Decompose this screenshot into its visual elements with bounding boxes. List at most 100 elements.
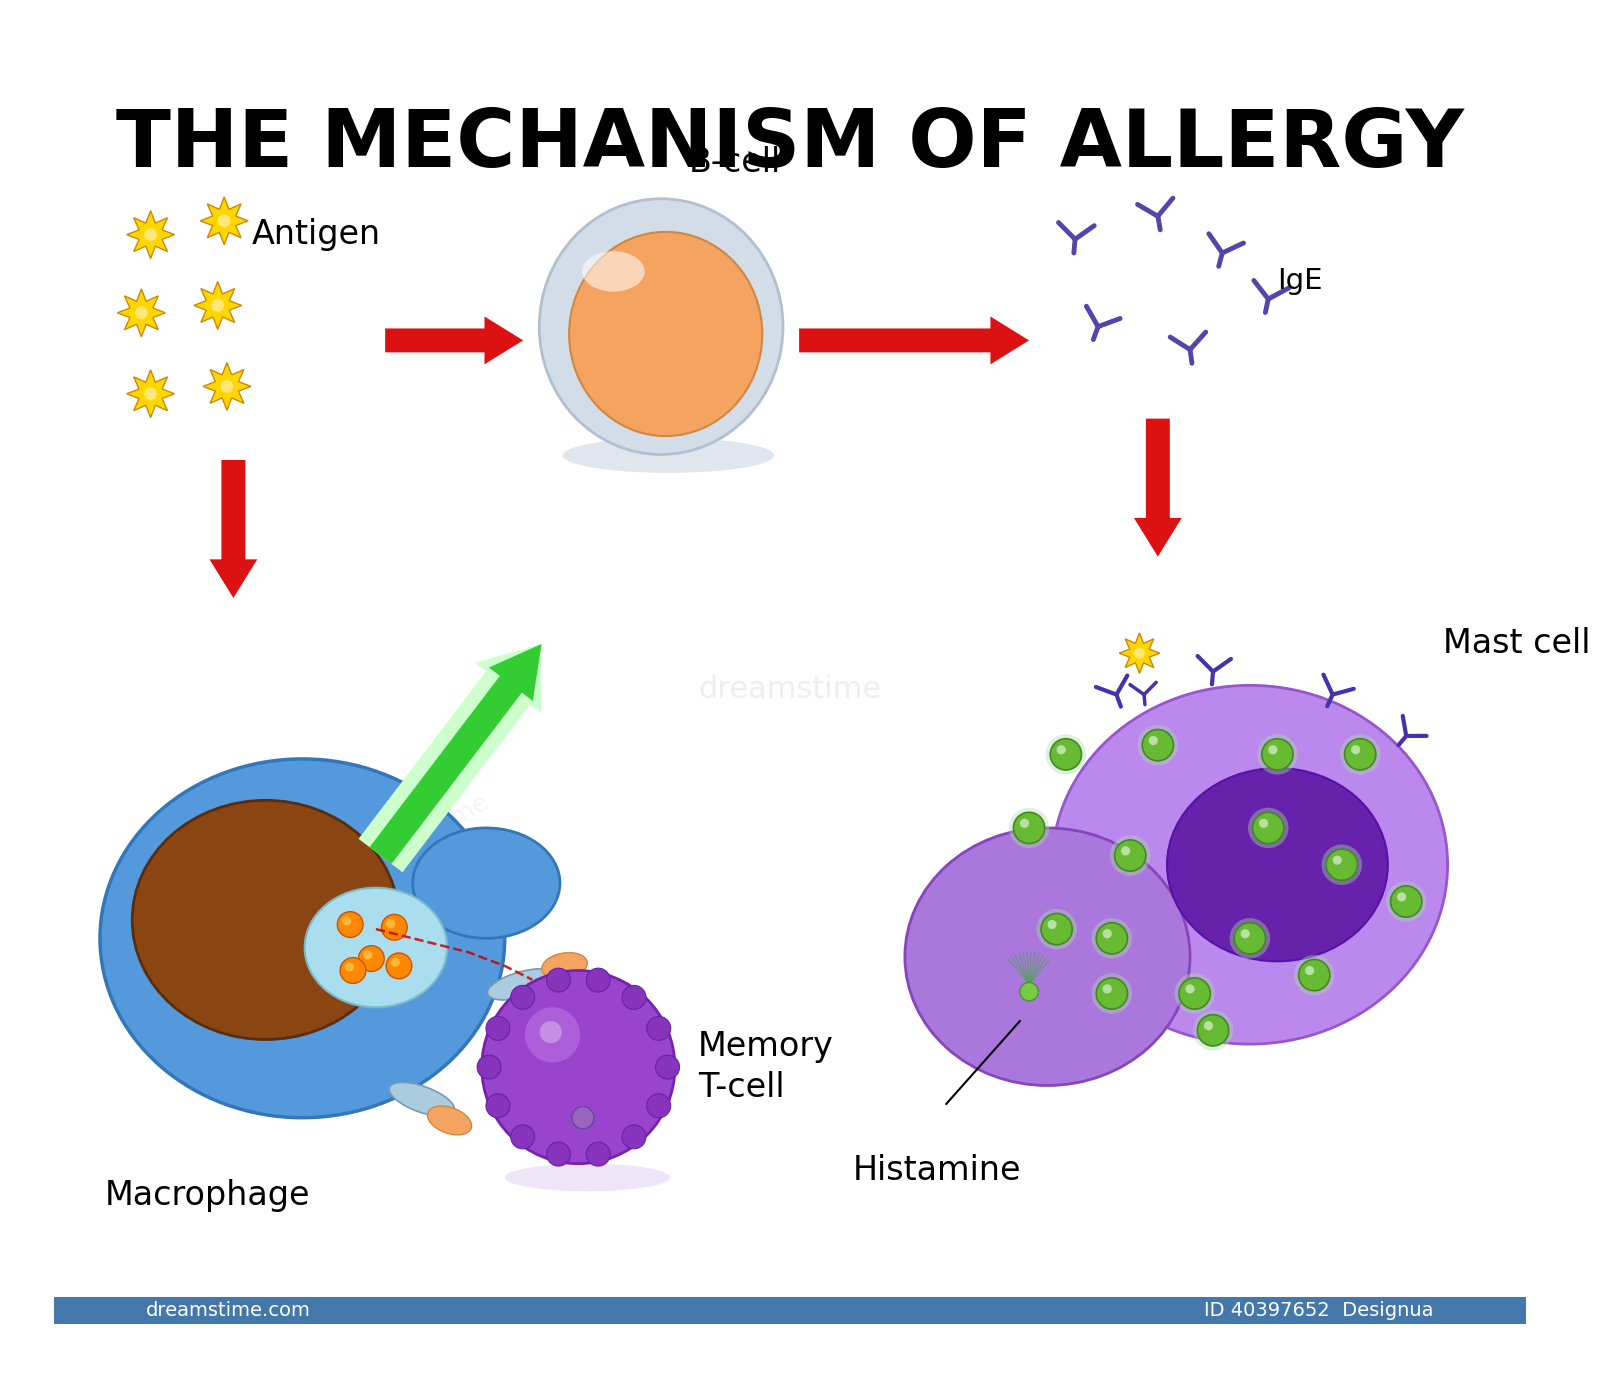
Circle shape (1253, 812, 1283, 844)
Ellipse shape (504, 1164, 670, 1191)
Text: ID 40397652  Designua: ID 40397652 Designua (1205, 1302, 1434, 1320)
Circle shape (1048, 920, 1056, 929)
Ellipse shape (133, 800, 398, 1040)
Circle shape (1091, 974, 1133, 1014)
Circle shape (539, 1020, 562, 1043)
Circle shape (1397, 892, 1406, 902)
Polygon shape (211, 299, 224, 312)
Circle shape (1019, 819, 1029, 827)
Circle shape (482, 971, 675, 1164)
Circle shape (1010, 808, 1050, 848)
Circle shape (586, 1142, 610, 1167)
Circle shape (1122, 847, 1130, 855)
Polygon shape (203, 363, 251, 411)
Circle shape (1056, 745, 1066, 754)
Circle shape (1138, 725, 1178, 765)
Circle shape (1259, 819, 1269, 827)
Circle shape (338, 912, 363, 938)
Ellipse shape (563, 439, 774, 473)
Ellipse shape (99, 758, 504, 1118)
Circle shape (342, 916, 350, 925)
Circle shape (510, 1125, 534, 1149)
Polygon shape (1134, 419, 1182, 557)
Circle shape (1344, 739, 1376, 769)
Circle shape (358, 946, 384, 971)
Text: dreamstime: dreamstime (350, 789, 493, 885)
Polygon shape (386, 317, 523, 364)
Circle shape (622, 986, 646, 1009)
Polygon shape (210, 461, 258, 598)
Text: dreamstime.com: dreamstime.com (146, 1302, 310, 1320)
Ellipse shape (542, 953, 587, 979)
Circle shape (1333, 855, 1342, 865)
Circle shape (1174, 974, 1214, 1014)
Polygon shape (126, 211, 174, 258)
Polygon shape (144, 387, 157, 400)
Circle shape (1046, 734, 1086, 775)
Circle shape (486, 1094, 510, 1118)
Ellipse shape (570, 232, 762, 436)
Polygon shape (218, 214, 230, 228)
Circle shape (646, 1094, 670, 1118)
Ellipse shape (413, 827, 560, 938)
Circle shape (510, 986, 534, 1009)
Circle shape (1350, 745, 1360, 754)
Text: Mast cell: Mast cell (1443, 627, 1590, 661)
Circle shape (1248, 808, 1288, 848)
Circle shape (1390, 885, 1422, 917)
Circle shape (386, 918, 395, 928)
Circle shape (1115, 840, 1146, 872)
Circle shape (390, 957, 400, 967)
Circle shape (547, 968, 571, 992)
Polygon shape (1134, 648, 1146, 659)
Ellipse shape (488, 968, 558, 1000)
Ellipse shape (906, 827, 1190, 1085)
Circle shape (1194, 1009, 1234, 1051)
Polygon shape (117, 288, 165, 336)
Circle shape (1269, 745, 1277, 754)
Circle shape (1142, 729, 1173, 761)
Polygon shape (370, 644, 541, 863)
Polygon shape (126, 370, 174, 418)
Circle shape (1197, 1015, 1229, 1045)
Circle shape (477, 1055, 501, 1078)
Circle shape (1179, 978, 1210, 1009)
Polygon shape (200, 197, 248, 244)
Polygon shape (1120, 633, 1160, 673)
Circle shape (1013, 812, 1045, 844)
Polygon shape (221, 379, 234, 393)
Polygon shape (798, 317, 1029, 364)
Text: THE MECHANISM OF ALLERGY: THE MECHANISM OF ALLERGY (115, 106, 1464, 183)
Circle shape (1096, 923, 1128, 954)
Circle shape (656, 1055, 680, 1078)
Circle shape (344, 963, 354, 971)
Ellipse shape (389, 1083, 454, 1116)
Polygon shape (144, 228, 157, 241)
Circle shape (381, 914, 408, 940)
Circle shape (547, 1142, 571, 1167)
Circle shape (1306, 965, 1314, 975)
Polygon shape (54, 1298, 1526, 1324)
Circle shape (341, 957, 366, 983)
Circle shape (363, 950, 373, 960)
Circle shape (1258, 734, 1298, 775)
Circle shape (1322, 844, 1362, 885)
Circle shape (1230, 918, 1270, 958)
Circle shape (1299, 960, 1330, 990)
Circle shape (1326, 849, 1357, 880)
Circle shape (1102, 929, 1112, 938)
Circle shape (1037, 909, 1077, 949)
Circle shape (1149, 736, 1158, 745)
Text: Histamine: Histamine (853, 1154, 1021, 1187)
Circle shape (1102, 985, 1112, 993)
Ellipse shape (539, 199, 782, 455)
Circle shape (1203, 1020, 1213, 1030)
Circle shape (571, 1107, 594, 1129)
Circle shape (525, 1007, 581, 1062)
Circle shape (486, 1016, 510, 1040)
Circle shape (622, 1125, 646, 1149)
Circle shape (1339, 734, 1381, 775)
Circle shape (1234, 923, 1266, 954)
Circle shape (646, 1016, 670, 1040)
Circle shape (1186, 985, 1195, 993)
